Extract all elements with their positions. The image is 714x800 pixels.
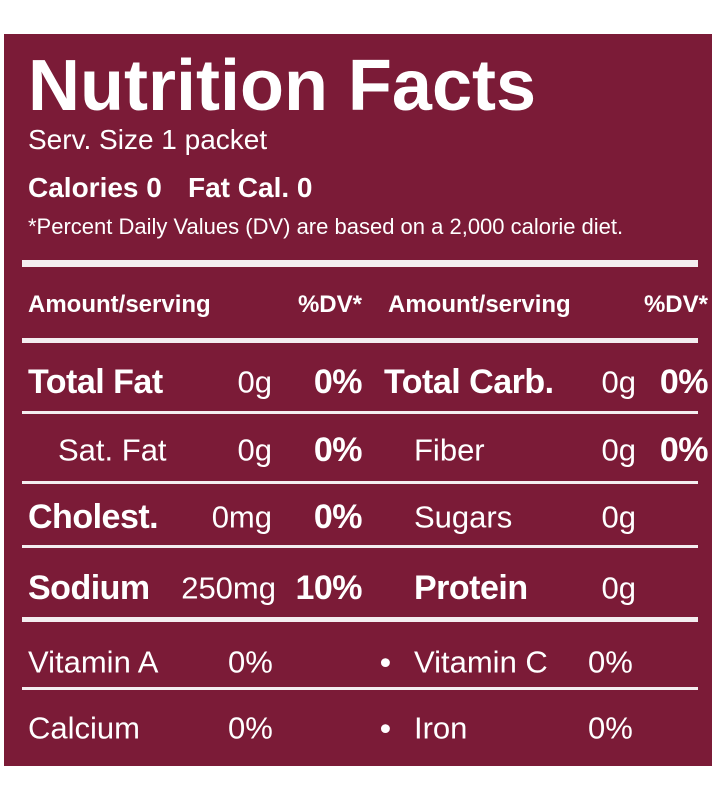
vitamin-dv: 0% [588, 710, 633, 746]
header: %DV* [643, 291, 708, 318]
header: Amount/serving [388, 291, 571, 318]
header: %DV* [297, 291, 362, 318]
nutrient-amount: 0g [601, 570, 636, 606]
serving-size: Serv. Size 1 packet [28, 124, 268, 155]
vitamin-dv: 0% [588, 644, 633, 680]
rule [22, 411, 698, 414]
vitamin-name: Vitamin A [28, 644, 159, 680]
bullet: • [380, 710, 391, 746]
fat-calories: Fat Cal. 0 [188, 172, 313, 203]
nutrient-name: Sugars [414, 499, 513, 535]
nutrient-name: Sodium [28, 569, 150, 607]
vitamin-name: Iron [414, 710, 468, 746]
vitamin-name: Calcium [28, 710, 140, 746]
nutrient-amount: 0g [601, 499, 636, 535]
footnote: *Percent Daily Values (DV) are based on … [28, 214, 624, 239]
title: Nutrition Facts [28, 46, 537, 126]
nutrient-dv: 0% [313, 498, 363, 536]
nutrient-dv: 0% [659, 431, 709, 469]
nutrient-amount: 0g [601, 432, 636, 468]
rule [22, 617, 698, 622]
nutrient-name: Total Carb. [384, 363, 554, 401]
calories: Calories 0 [28, 172, 162, 203]
nutrient-amount: 0g [237, 432, 272, 468]
rule [22, 338, 698, 343]
nutrient-amount: 0g [237, 364, 272, 400]
nutrient-dv: 0% [313, 363, 363, 401]
rule [22, 481, 698, 484]
nutrient-amount: 0mg [211, 499, 272, 535]
nutrient-amount: 250mg [181, 570, 276, 606]
nutrient-dv: 0% [313, 431, 363, 469]
bullet: • [380, 644, 391, 680]
nutrient-name: Fiber [414, 432, 485, 468]
header: Amount/serving [28, 291, 211, 318]
vitamin-name: Vitamin C [414, 644, 548, 680]
nutrient-dv: 10% [295, 569, 362, 607]
nutrient-dv: 0% [659, 363, 709, 401]
nutrient-name: Protein [414, 569, 528, 607]
nutrient-name: Total Fat [28, 363, 163, 401]
rule [22, 260, 698, 267]
vitamin-dv: 0% [228, 710, 273, 746]
vitamin-dv: 0% [228, 644, 273, 680]
nutrient-amount: 0g [601, 364, 636, 400]
rule [22, 687, 698, 690]
nutrient-name: Cholest. [28, 498, 159, 536]
rule [22, 545, 698, 548]
nutrient-name: Sat. Fat [58, 432, 167, 468]
nutrition-label: Nutrition Facts Serv. Size 1 packet Calo… [4, 34, 712, 766]
